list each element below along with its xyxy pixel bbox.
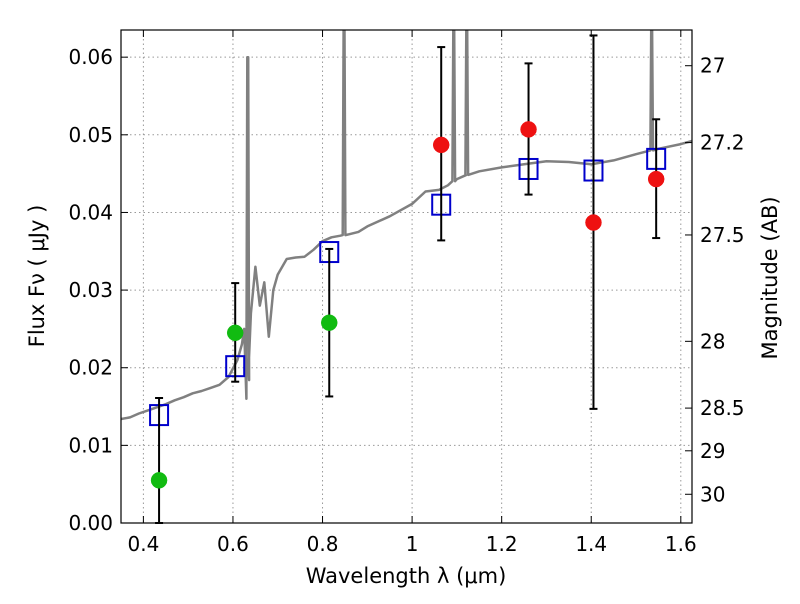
plot-frame <box>120 29 693 524</box>
y-tick-label: 0.05 <box>68 123 113 147</box>
y2-tick-label: 27.2 <box>700 131 745 155</box>
x-tick-label: 0.6 <box>217 532 249 556</box>
y2-axis-label: Magnitude (AB) <box>758 196 782 359</box>
x-tick-label: 1.2 <box>486 532 518 556</box>
y-tick-label: 0.03 <box>68 278 113 302</box>
red-data-point <box>585 214 602 231</box>
x-axis-label: Wavelength λ (μm) <box>306 564 507 588</box>
x-tick-label: 1 <box>406 532 419 556</box>
y-tick-label: 0.00 <box>68 511 113 535</box>
model-spectrum <box>121 30 692 421</box>
x-tick-label: 0.4 <box>127 532 159 556</box>
red-data-point <box>520 121 537 138</box>
y2-tick-label: 27 <box>700 54 725 78</box>
y2-tick-label: 28 <box>700 329 725 353</box>
green-data-point <box>226 324 244 342</box>
y2-tick-label: 27.5 <box>700 223 745 247</box>
model-spectrum-line <box>121 30 692 421</box>
grid-layer <box>121 30 692 524</box>
x-tick-label: 1.4 <box>575 532 607 556</box>
green-data-point <box>150 472 168 489</box>
y-tick-label: 0.02 <box>68 356 113 380</box>
y-tick-label: 0.04 <box>68 200 113 224</box>
y2-tick-label: 29 <box>700 439 725 463</box>
y-tick-label: 0.01 <box>68 433 113 457</box>
x-tick-label: 1.6 <box>665 532 697 556</box>
y2-tick-label: 30 <box>700 482 725 506</box>
green-data-point <box>320 314 338 331</box>
tick-layer: 0.4 0.6 0.8 1 1.2 1.4 1.6 0.00 0.01 0.02 0.03 0.04 0… <box>68 30 745 556</box>
x-tick-label: 0.8 <box>307 532 339 556</box>
data-layer <box>121 30 692 524</box>
y-axis-label: Flux Fν ( μJy ) <box>25 205 49 348</box>
y2-tick-label: 28.5 <box>700 396 745 420</box>
red-data-point <box>647 170 665 188</box>
red-data-point <box>432 136 450 154</box>
y-tick-label: 0.06 <box>68 45 113 69</box>
